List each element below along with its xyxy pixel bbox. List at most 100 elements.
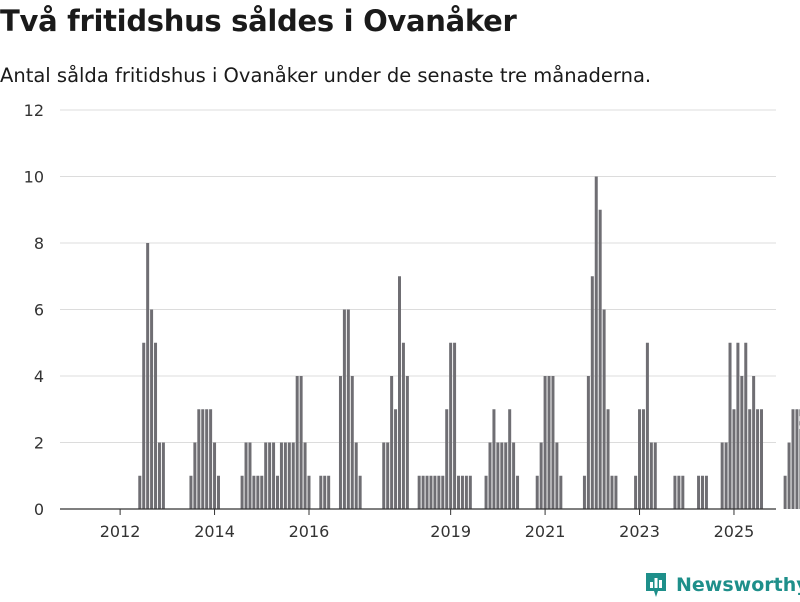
bar: [299, 376, 303, 509]
chart-title: Två fritidshus såldes i Ovanåker: [0, 4, 517, 38]
bar: [614, 475, 618, 509]
bar: [287, 442, 291, 509]
bar: [401, 342, 405, 509]
bar: [303, 442, 307, 509]
bar: [610, 475, 614, 509]
bar: [512, 442, 516, 509]
bar: [216, 475, 220, 509]
bar: [649, 442, 653, 509]
newsworthy-logo-icon: [646, 573, 666, 597]
bar: [307, 475, 311, 509]
bar: [590, 276, 594, 509]
bar: [634, 475, 638, 509]
bar: [213, 442, 217, 509]
bar: [457, 475, 461, 509]
bar: [346, 309, 350, 509]
bar: [201, 409, 205, 509]
bar: [752, 376, 756, 509]
bar: [276, 475, 280, 509]
bar: [248, 442, 252, 509]
bar: [508, 409, 512, 509]
bar: [358, 475, 362, 509]
bar: [760, 409, 764, 509]
bar: [272, 442, 276, 509]
bar: [586, 376, 590, 509]
bar: [496, 442, 500, 509]
bar: [252, 475, 256, 509]
bar: [602, 309, 606, 509]
bar: [740, 376, 744, 509]
bar: [795, 409, 799, 509]
bar: [453, 342, 457, 509]
bar: [394, 409, 398, 509]
y-tick-label: 0: [34, 500, 44, 519]
y-tick-label: 8: [34, 234, 44, 253]
bar: [559, 475, 563, 509]
bars: [138, 176, 800, 509]
bar: [681, 475, 685, 509]
bar: [728, 342, 732, 509]
bar: [791, 409, 795, 509]
bar: [756, 409, 760, 509]
gridlines: [60, 109, 776, 443]
bar: [350, 376, 354, 509]
bar: [543, 376, 547, 509]
bar: [283, 442, 287, 509]
bar: [256, 475, 260, 509]
bar: [157, 442, 161, 509]
bar: [641, 409, 645, 509]
bar: [484, 475, 488, 509]
bar: [783, 475, 787, 509]
bar: [437, 475, 441, 509]
bar: [279, 442, 283, 509]
bar: [209, 409, 213, 509]
x-tick-label: 2014: [194, 522, 235, 541]
x-tick-label: 2016: [289, 522, 330, 541]
bar: [555, 442, 559, 509]
bar: [500, 442, 504, 509]
bar: [390, 376, 394, 509]
bar: [382, 442, 386, 509]
y-tick-label: 4: [34, 367, 44, 386]
bar: [161, 442, 165, 509]
bar: [516, 475, 520, 509]
bar: [460, 475, 464, 509]
bar: [240, 475, 244, 509]
bar: [421, 475, 425, 509]
bar: [197, 409, 201, 509]
bar: [260, 475, 264, 509]
bar: [606, 409, 610, 509]
bar: [193, 442, 197, 509]
bar: [744, 342, 748, 509]
chart-subtitle: Antal sålda fritidshus i Ovanåker under …: [0, 64, 652, 87]
y-tick-label: 6: [34, 301, 44, 320]
bar: [492, 409, 496, 509]
x-tick-label: 2021: [525, 522, 566, 541]
bar: [189, 475, 193, 509]
bar: [582, 475, 586, 509]
x-axis: 2012 2014 2016 2019 2021 2023 2025: [60, 508, 776, 541]
bar: [732, 409, 736, 509]
bar: [295, 376, 299, 509]
bar: [653, 442, 657, 509]
bar: [488, 442, 492, 509]
bar: [736, 342, 740, 509]
bar: [146, 243, 150, 509]
bar: [244, 442, 248, 509]
bar: [342, 309, 346, 509]
newsworthy-logo: Newsworthy: [644, 568, 800, 602]
bar: [551, 376, 555, 509]
bar: [386, 442, 390, 509]
bar: [327, 475, 331, 509]
bar: [138, 475, 142, 509]
bar: [291, 442, 295, 509]
bar: [405, 376, 409, 509]
bar: [720, 442, 724, 509]
bar: [704, 475, 708, 509]
bar: [547, 376, 551, 509]
bar: [787, 442, 791, 509]
bar: [154, 342, 158, 509]
bar: [150, 309, 154, 509]
bar: [417, 475, 421, 509]
bar: [638, 409, 642, 509]
